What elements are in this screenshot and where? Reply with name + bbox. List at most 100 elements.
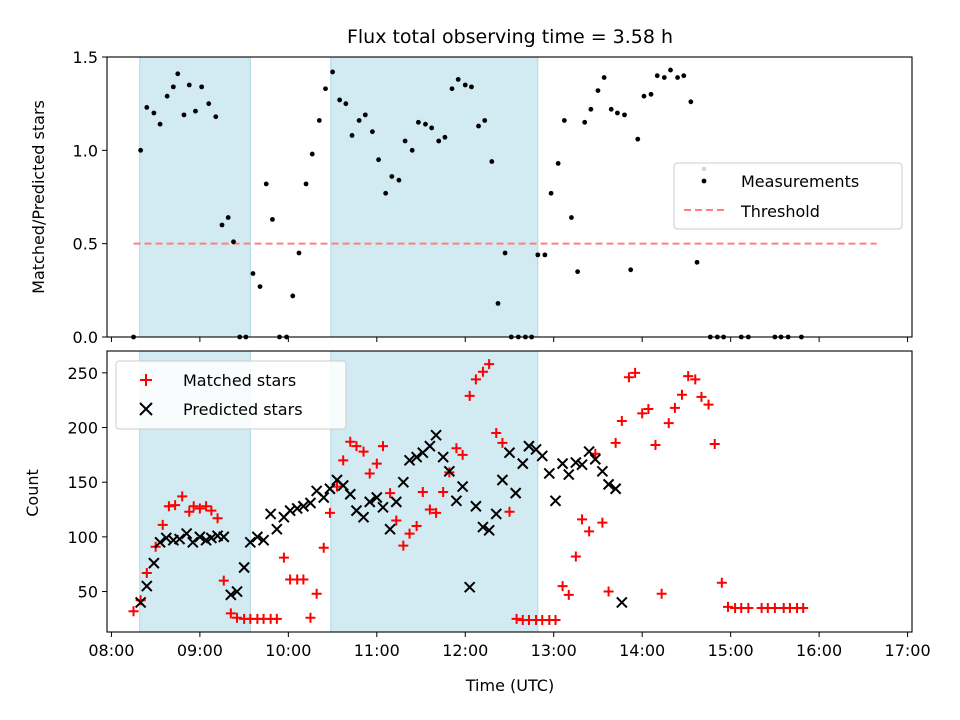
- data-point: [309, 151, 315, 157]
- data-point: [337, 479, 349, 492]
- xtick-label: 13:00: [531, 641, 577, 660]
- ytick-label: 0.0: [73, 328, 98, 347]
- data-point: [170, 500, 181, 511]
- data-point: [332, 481, 342, 492]
- data-point: [244, 536, 257, 549]
- data-point: [549, 495, 562, 507]
- data-point: [270, 217, 275, 222]
- ytick-label: 250: [67, 364, 98, 383]
- data-point: [396, 177, 402, 183]
- legend-label-matched: Matched stars: [183, 371, 296, 390]
- data-point: [257, 284, 263, 289]
- data-point: [397, 476, 410, 488]
- xtick-label: 10:00: [265, 641, 311, 660]
- data-point: [225, 608, 236, 619]
- shaded-region-2: [330, 350, 539, 633]
- data-point: [290, 293, 296, 299]
- data-point: [696, 391, 707, 402]
- data-point: [318, 491, 330, 504]
- data-point: [743, 602, 754, 613]
- data-point: [369, 129, 375, 135]
- data-point: [463, 581, 476, 593]
- shaded-region-1: [139, 56, 251, 338]
- data-point: [601, 75, 607, 80]
- data-point: [390, 496, 402, 508]
- data-point: [583, 445, 595, 458]
- data-point: [650, 440, 661, 451]
- data-point: [151, 110, 157, 116]
- data-point: [535, 252, 541, 258]
- data-point: [555, 161, 561, 166]
- data-point: [213, 114, 219, 120]
- data-point: [324, 483, 336, 495]
- xtick-label: 09:00: [177, 641, 223, 660]
- data-point: [477, 521, 489, 533]
- xtick-label: 15:00: [708, 641, 754, 660]
- ylabel-count: Count: [23, 469, 42, 517]
- data-point: [344, 488, 356, 500]
- data-point: [219, 222, 225, 228]
- ytick-label: 150: [67, 473, 98, 492]
- data-point: [641, 93, 647, 99]
- data-point: [402, 138, 408, 144]
- data-point: [271, 613, 282, 624]
- data-point: [450, 495, 463, 507]
- xtick-label: 17:00: [885, 641, 931, 660]
- data-point: [296, 250, 302, 256]
- data-point: [257, 534, 270, 546]
- data-point: [376, 157, 381, 163]
- data-point: [424, 440, 436, 452]
- data-point: [616, 415, 627, 426]
- data-point: [364, 468, 375, 479]
- data-point: [608, 106, 614, 112]
- data-point: [264, 508, 277, 520]
- data-point: [582, 119, 588, 125]
- data-point: [497, 437, 508, 448]
- data-point: [357, 511, 370, 523]
- ylabel-ratio: Matched/Predicted stars: [29, 100, 48, 294]
- ytick-label: 1.5: [73, 48, 98, 67]
- data-point: [305, 612, 316, 623]
- ytick-label: 200: [67, 419, 98, 438]
- data-point: [561, 118, 567, 123]
- data-point: [404, 528, 415, 539]
- data-point: [358, 446, 369, 457]
- data-point: [637, 408, 648, 419]
- data-point: [206, 505, 217, 516]
- data-point: [225, 215, 231, 220]
- data-point: [193, 108, 198, 114]
- data-point: [716, 577, 727, 588]
- data-point: [212, 513, 223, 524]
- data-point: [199, 84, 205, 90]
- legend: Matched stars Predicted stars: [115, 360, 347, 430]
- data-point: [597, 517, 608, 528]
- data-point: [681, 73, 687, 79]
- data-point: [187, 536, 199, 549]
- data-point: [218, 531, 230, 543]
- data-point: [232, 612, 243, 623]
- data-point: [164, 93, 170, 99]
- series-predicted-stars: [134, 429, 628, 609]
- data-point: [250, 271, 256, 276]
- data-point: [511, 613, 522, 624]
- data-point: [584, 526, 595, 537]
- data-point: [491, 428, 502, 439]
- data-point: [430, 429, 442, 441]
- data-point: [298, 574, 309, 585]
- data-point: [377, 501, 389, 514]
- data-point: [362, 112, 368, 118]
- data-point: [345, 436, 356, 447]
- data-point: [188, 501, 199, 512]
- ratio-panel: 0.0 0.5 1.0 1.5 Measurements Threshold: [73, 48, 913, 347]
- legend-label-threshold: Threshold: [740, 202, 820, 221]
- data-point: [576, 459, 588, 471]
- data-point: [489, 159, 495, 164]
- data-point: [271, 523, 283, 535]
- data-point: [284, 504, 296, 517]
- data-point: [398, 540, 409, 551]
- data-point: [371, 491, 383, 504]
- data-point: [496, 474, 509, 486]
- data-point: [194, 503, 205, 514]
- legend-marker-measurements: [701, 178, 707, 184]
- data-point: [484, 359, 495, 370]
